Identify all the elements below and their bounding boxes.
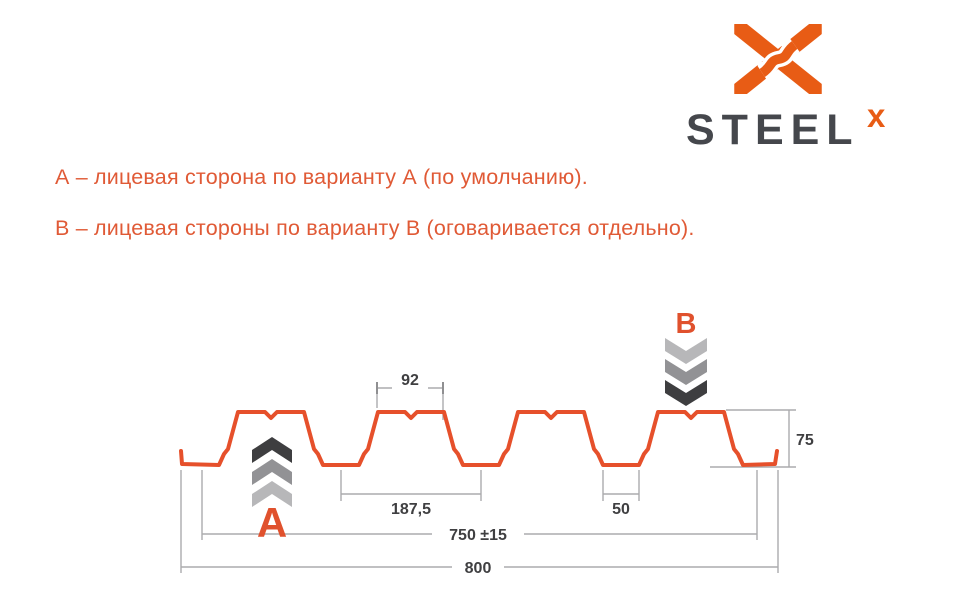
- note-variant-b: В – лицевая стороны по варианту В (огова…: [55, 216, 695, 240]
- dim-label-75: 75: [796, 432, 814, 449]
- dimension-total-width: 800: [180, 470, 779, 578]
- chevron-down-light-icon: [665, 338, 707, 364]
- chevron-up-mid-icon: [252, 459, 292, 485]
- marker-letter-a: А: [257, 499, 287, 546]
- note-variant-a: А – лицевая сторона по варианту А (по ум…: [55, 165, 588, 189]
- dimension-rib-top-width: 92: [376, 370, 444, 420]
- steelx-logo: STEEL x: [650, 0, 970, 160]
- profile-outline: [179, 410, 779, 467]
- side-a-marker: А: [252, 437, 292, 546]
- dimension-profile-height: 75: [710, 409, 814, 468]
- dim-label-50: 50: [612, 501, 630, 518]
- logo-wordmark: STEEL: [686, 106, 860, 154]
- dimension-rib-pitch: 187,5: [340, 470, 482, 518]
- chevron-up-light-icon: [252, 481, 292, 507]
- chevron-up-dark-icon: [252, 437, 292, 463]
- chevron-down-mid-icon: [665, 359, 707, 385]
- dimension-working-width: 750 ±15: [201, 470, 758, 545]
- dimension-valley-width: 50: [602, 470, 640, 518]
- chevron-down-dark-icon: [665, 380, 707, 406]
- side-b-marker: В: [665, 308, 707, 406]
- logo-superscript-x: x: [867, 97, 886, 134]
- dim-label-800: 800: [465, 560, 492, 577]
- dim-label-187-5: 187,5: [391, 501, 431, 518]
- marker-letter-b: В: [676, 308, 697, 340]
- dim-label-92: 92: [401, 372, 419, 389]
- steelx-x-icon: [734, 24, 822, 94]
- dim-label-750: 750 ±15: [449, 527, 507, 544]
